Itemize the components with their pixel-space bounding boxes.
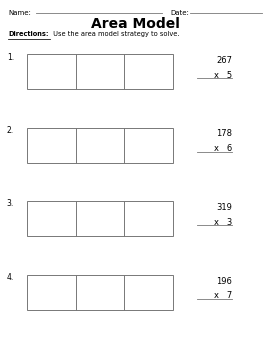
Text: x   3: x 3 — [214, 218, 232, 227]
Text: 4.: 4. — [7, 273, 14, 282]
Text: Directions:: Directions: — [8, 31, 49, 37]
Bar — [27, 275, 173, 310]
Bar — [27, 128, 173, 163]
Text: Area Model: Area Model — [90, 18, 180, 32]
Text: 2.: 2. — [7, 126, 14, 135]
Bar — [27, 54, 173, 89]
Bar — [27, 201, 173, 236]
Text: x   7: x 7 — [214, 291, 232, 300]
Text: 267: 267 — [216, 56, 232, 65]
Text: Date:: Date: — [170, 10, 189, 16]
Text: x   5: x 5 — [214, 71, 232, 80]
Text: x   6: x 6 — [214, 144, 232, 153]
Text: 196: 196 — [216, 276, 232, 286]
Text: Use the area model strategy to solve.: Use the area model strategy to solve. — [51, 31, 179, 37]
Text: 1.: 1. — [7, 52, 14, 62]
Text: 319: 319 — [216, 203, 232, 212]
Text: 178: 178 — [216, 130, 232, 139]
Text: Name:: Name: — [8, 10, 31, 16]
Text: 3.: 3. — [7, 199, 14, 209]
